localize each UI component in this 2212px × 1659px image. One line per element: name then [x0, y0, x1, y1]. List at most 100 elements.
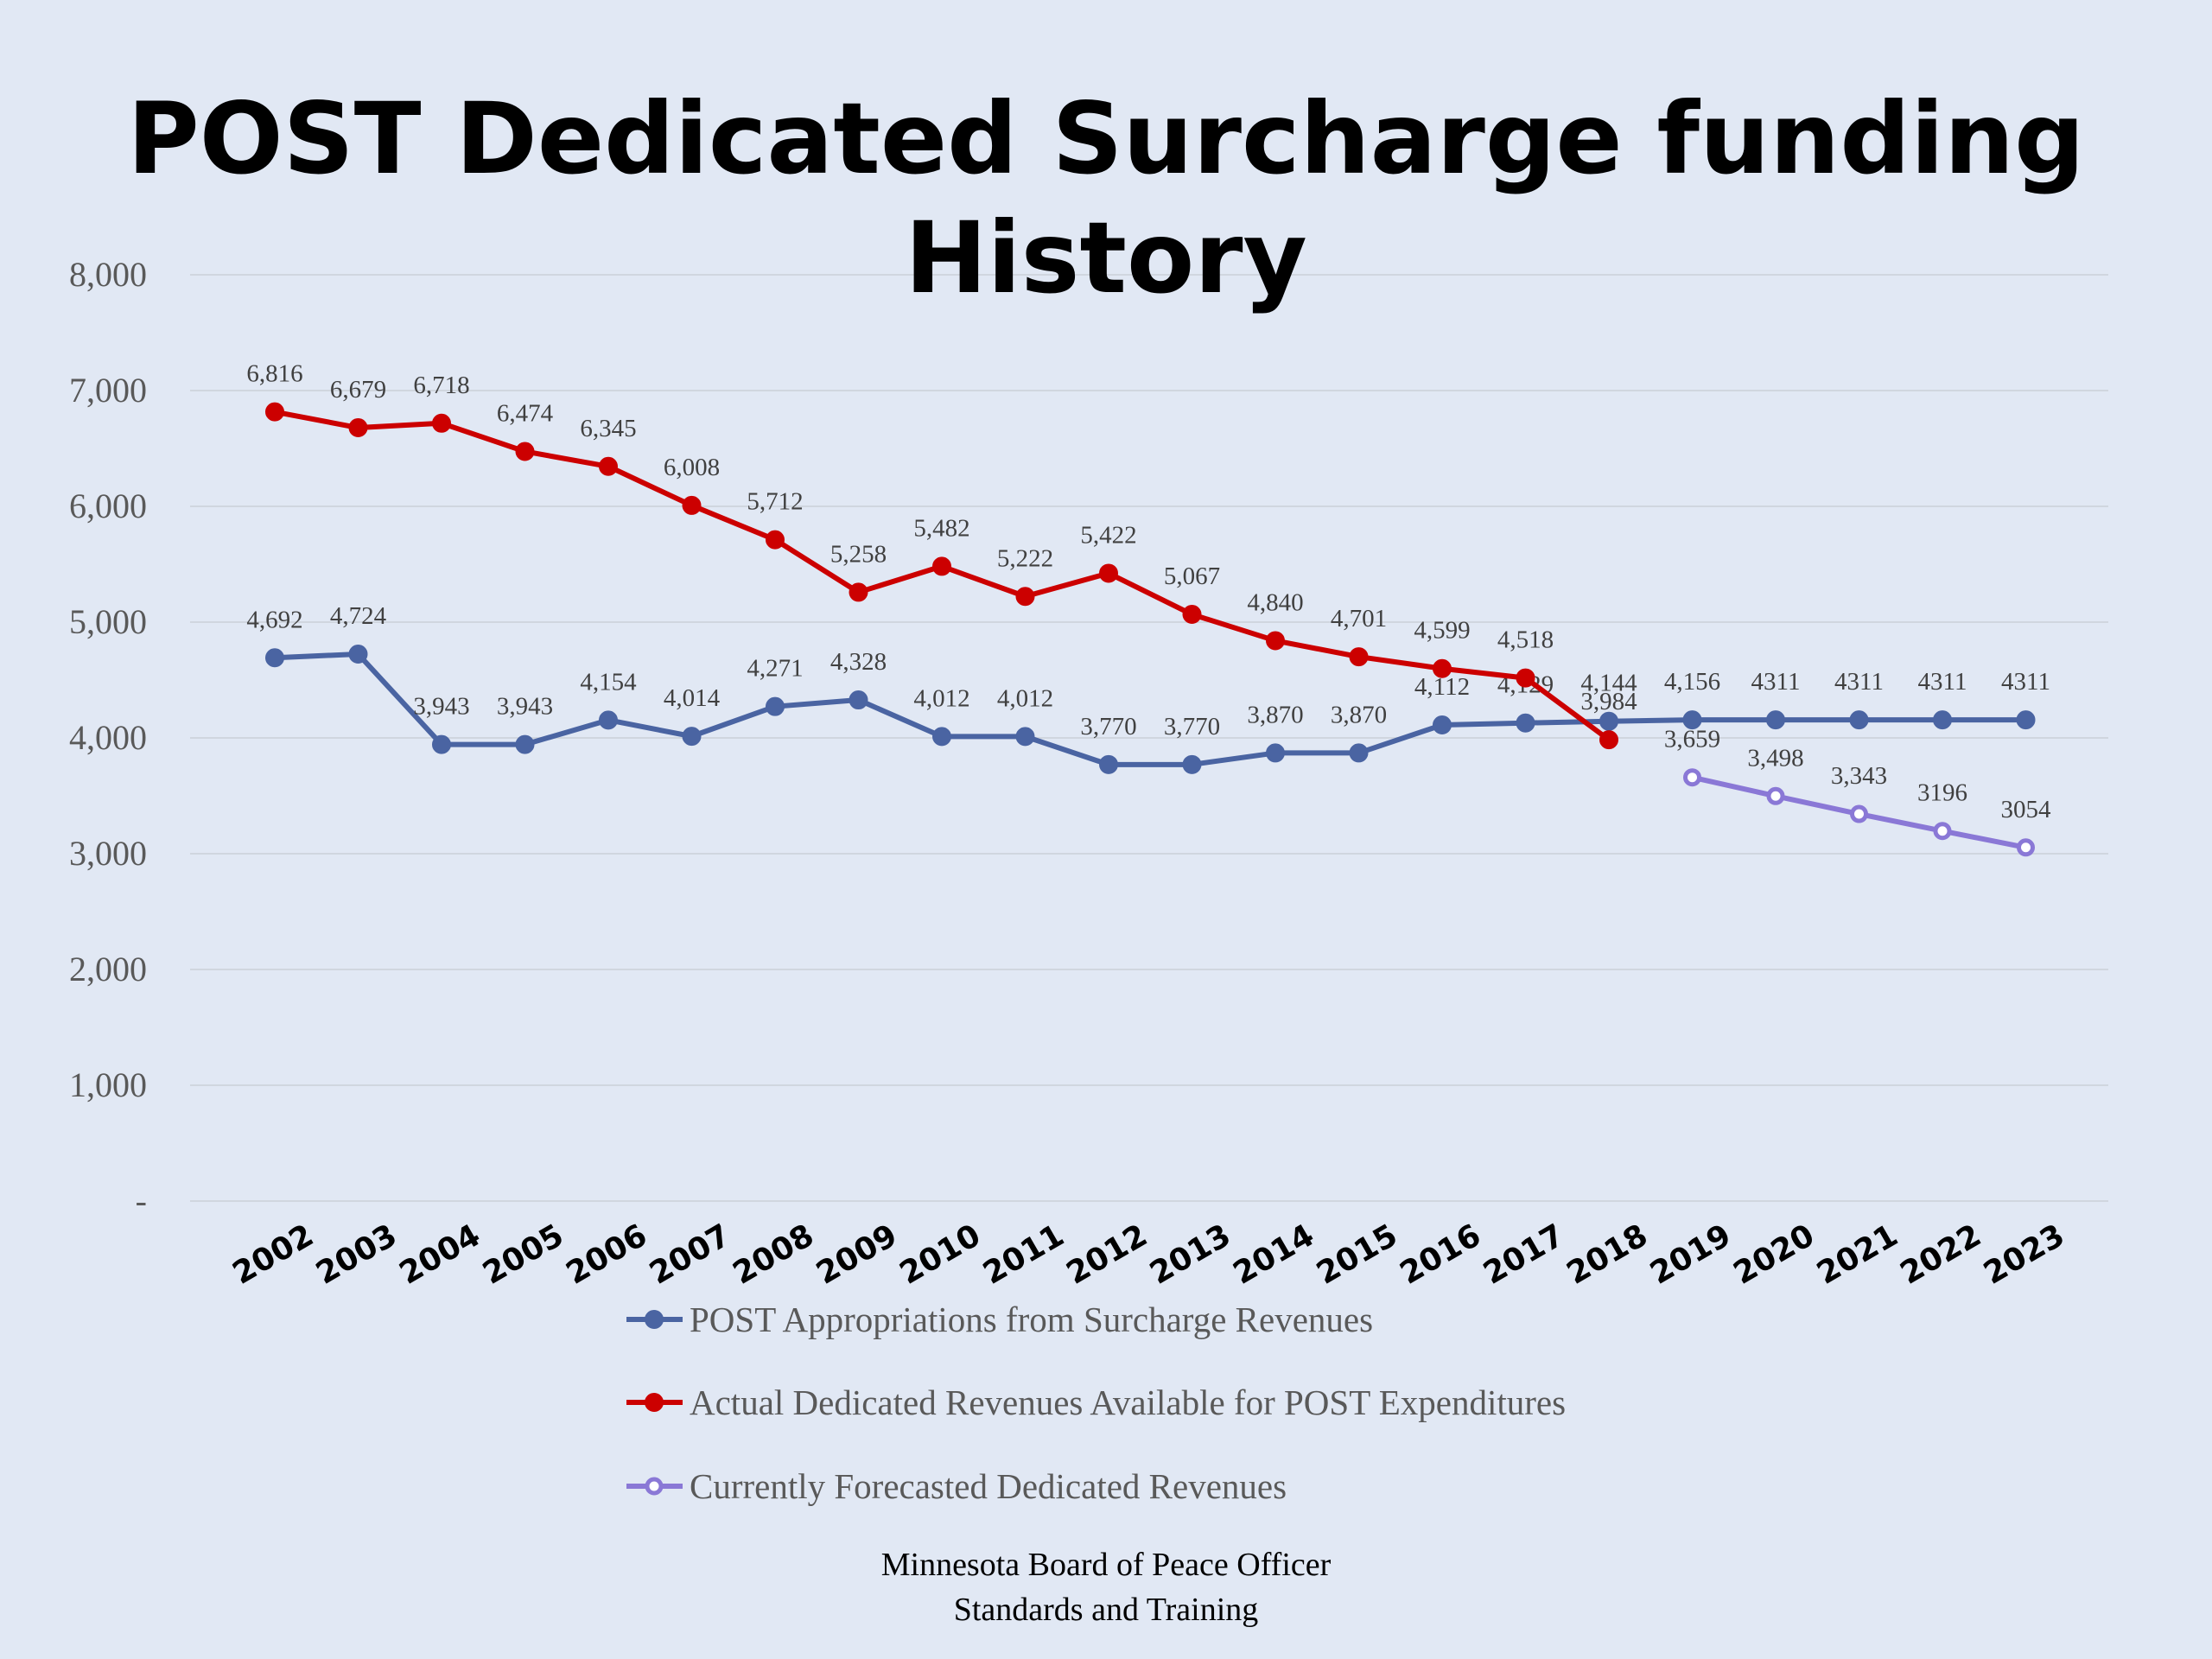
data-label: 3,770: [1164, 713, 1220, 741]
data-point: [766, 696, 785, 716]
y-tick-label: 2,000: [69, 950, 147, 988]
data-point: [1599, 730, 1618, 750]
data-label: 4,518: [1497, 626, 1554, 654]
chart-title-line-1: POST Dedicated Surcharge funding: [127, 81, 2085, 196]
data-point: [265, 402, 284, 422]
data-point: [1516, 713, 1535, 733]
data-label: 3,343: [1831, 762, 1887, 790]
x-tick-label: 2018: [1561, 1217, 1654, 1292]
data-point: [599, 710, 618, 730]
y-tick-label: 7,000: [69, 371, 147, 410]
data-point: [515, 442, 535, 461]
data-point: [1683, 768, 1701, 787]
data-label: 5,712: [747, 488, 803, 516]
data-label: 3,943: [497, 693, 553, 721]
data-point: [1266, 631, 1285, 651]
series-2: 6,816 6,679 6,718 6,474 6,345 6,008 5,712 5,258…: [246, 360, 1637, 750]
data-label: 6,474: [497, 399, 554, 427]
x-tick-label: 2021: [1811, 1217, 1904, 1292]
data-label: 4,156: [1664, 668, 1720, 696]
data-point: [1182, 605, 1202, 625]
y-tick-label: -: [136, 1181, 147, 1220]
y-tick-label: 5,000: [69, 602, 147, 641]
legend-item-2: Actual Dedicated Revenues Available for …: [626, 1382, 1566, 1422]
legend-item-1: POST Appropriations from Surcharge Reven…: [626, 1300, 1373, 1339]
x-tick-label: 2015: [1311, 1217, 1403, 1292]
legend: POST Appropriations from Surcharge Reven…: [626, 1300, 1566, 1506]
data-point: [1933, 822, 1952, 841]
data-label: 3,984: [1580, 688, 1637, 715]
x-tick-label: 2004: [394, 1217, 486, 1292]
data-point: [265, 648, 284, 668]
series-3: 3,659 3,498 3,343 3196 3054: [1664, 726, 2052, 857]
chart-title-line-2: History: [905, 200, 1307, 315]
data-label: 5,222: [997, 544, 1053, 572]
data-point: [849, 582, 868, 602]
data-label: 4,599: [1414, 617, 1470, 645]
data-label: 3196: [1917, 779, 1967, 807]
x-tick-label: 2007: [644, 1217, 736, 1292]
data-label: 4,271: [747, 655, 803, 683]
series-line: [274, 651, 2026, 767]
data-label: 3054: [2001, 796, 2052, 823]
data-point: [2017, 838, 2035, 857]
data-label: 4,692: [246, 606, 302, 633]
data-point: [1182, 754, 1202, 774]
data-point: [682, 727, 702, 747]
x-tick-label: 2017: [1478, 1217, 1570, 1292]
x-tick-label: 2023: [1978, 1217, 2070, 1292]
x-tick-label: 2008: [728, 1217, 820, 1292]
y-tick-label: 3,000: [69, 834, 147, 873]
x-tick-label: 2016: [1395, 1217, 1487, 1292]
data-label: 5,258: [830, 540, 887, 568]
legend-label: Currently Forecasted Dedicated Revenues: [690, 1466, 1287, 1506]
data-label: 3,498: [1747, 744, 1803, 772]
data-point: [1599, 711, 1618, 731]
x-tick-label: 2006: [561, 1217, 653, 1292]
y-axis-ticks: - 1,000 2,000 3,000 4,000 5,000 6,000 7,000 8,00…: [69, 255, 147, 1220]
data-point: [932, 727, 951, 747]
data-label: 4311: [2001, 668, 2050, 696]
data-point: [849, 690, 868, 710]
data-point: [1099, 754, 1118, 774]
x-tick-label: 2014: [1228, 1217, 1320, 1292]
data-label: 4,701: [1331, 605, 1387, 632]
x-tick-label: 2003: [310, 1217, 403, 1292]
y-tick-label: 4,000: [69, 718, 147, 757]
data-point: [1349, 647, 1369, 667]
data-label: 3,870: [1331, 701, 1387, 728]
data-label: 3,943: [413, 693, 469, 721]
footer-line-1: Minnesota Board of Peace Officer: [881, 1547, 1332, 1583]
data-label: 4,328: [830, 648, 887, 676]
data-label: 6,816: [246, 360, 302, 388]
data-point: [432, 734, 451, 754]
data-label: 3,659: [1664, 726, 1720, 753]
data-label: 4,840: [1247, 588, 1303, 616]
data-point: [1849, 710, 1869, 730]
x-tick-label: 2002: [227, 1217, 320, 1292]
data-point: [1933, 710, 1952, 730]
data-label: 4,012: [997, 684, 1053, 712]
data-label: 5,067: [1164, 563, 1220, 590]
y-tick-label: 6,000: [69, 486, 147, 525]
data-point: [1099, 563, 1118, 583]
x-tick-label: 2022: [1895, 1217, 1987, 1292]
gridlines: [190, 274, 2108, 1202]
chart-title: POST Dedicated Surcharge funding History: [127, 81, 2085, 315]
x-tick-label: 2009: [810, 1217, 903, 1292]
data-point: [1766, 786, 1785, 805]
data-point: [1433, 658, 1452, 678]
data-point: [1433, 715, 1452, 734]
legend-swatch-marker: [645, 1477, 664, 1496]
series: 4,692 4,724 3,943 3,943 4,154 4,014 4,271 4,328…: [246, 360, 2052, 857]
data-point: [599, 456, 618, 476]
data-point: [1015, 587, 1035, 607]
data-point: [1015, 727, 1035, 747]
data-point: [432, 413, 451, 433]
y-tick-label: 8,000: [69, 255, 147, 294]
data-label: 3,770: [1080, 713, 1136, 741]
data-point: [515, 734, 535, 754]
data-point: [1850, 804, 1868, 823]
x-tick-label: 2010: [894, 1217, 987, 1292]
